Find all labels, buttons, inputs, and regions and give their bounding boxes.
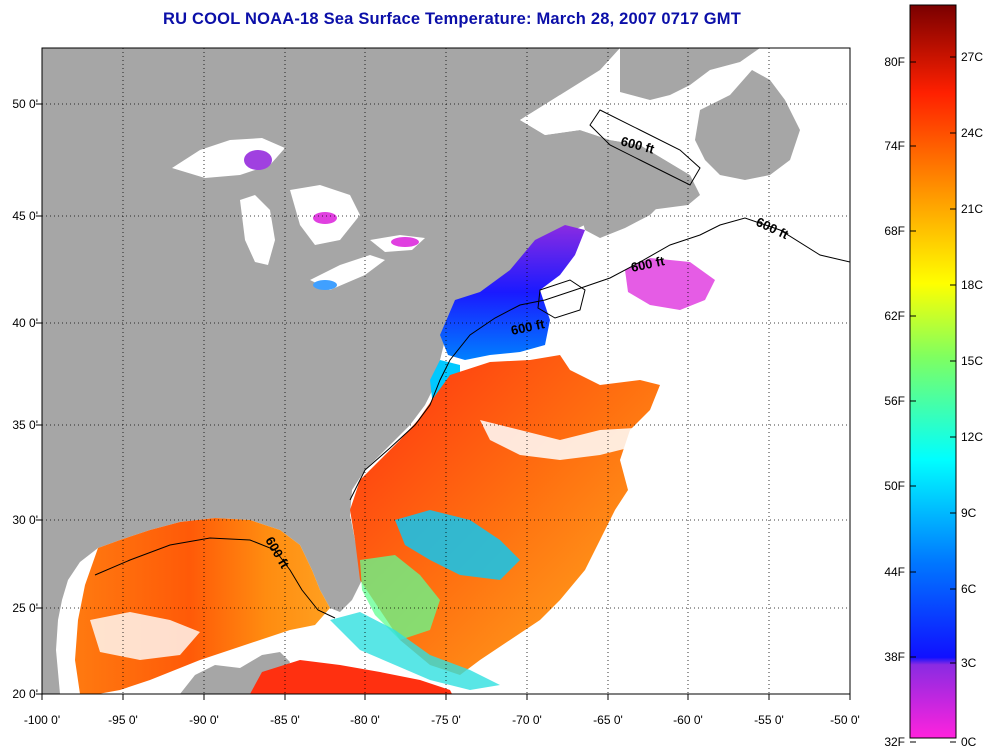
colorbar-ticks — [910, 56, 956, 743]
x-tick-label: -55 0' — [754, 713, 784, 727]
colorbar-f-label: 74F — [884, 139, 905, 153]
st-lawrence-gulf — [520, 95, 700, 175]
y-tick-label: 20 0' — [12, 687, 38, 701]
x-tick-label: -95 0' — [108, 713, 138, 727]
colorbar-c-label: 15C — [961, 354, 983, 368]
colorbar-c-label: 3C — [961, 656, 977, 670]
lake-michigan — [240, 195, 275, 265]
x-tick-label: -85 0' — [270, 713, 300, 727]
y-tick-label: 30 0' — [12, 513, 38, 527]
x-tick-label: -65 0' — [593, 713, 623, 727]
x-tick-label: -50 0' — [830, 713, 860, 727]
axis-ticks — [36, 103, 851, 700]
colorbar-c-label: 0C — [961, 735, 977, 749]
colorbar-c-label: 27C — [961, 50, 983, 64]
contour-600ft-stlawrence — [589, 109, 701, 186]
x-tick-label: -75 0' — [431, 713, 461, 727]
y-tick-label: 50 0' — [12, 97, 38, 111]
contour-600ft-gulf — [94, 537, 336, 619]
colorbar-c-label: 24C — [961, 126, 983, 140]
sst-scotian-shelf — [625, 258, 715, 310]
colorbar-f-label: 56F — [884, 394, 905, 408]
sst-erie-patch — [313, 280, 337, 290]
colorbar-c-label: 12C — [961, 430, 983, 444]
land-north-america — [42, 48, 700, 694]
x-tick-label: -90 0' — [189, 713, 219, 727]
sst-huron-patch — [313, 212, 337, 224]
contour-label-scotian: 600 ft — [630, 253, 667, 275]
x-tick-label: -60 0' — [673, 713, 703, 727]
contour-600ft-gulfofmaine — [537, 279, 586, 319]
land-labrador — [620, 48, 760, 100]
colorbar-f-label: 44F — [884, 565, 905, 579]
y-tick-label: 40 0' — [12, 316, 38, 330]
x-axis-labels: -100 0' -95 0' -90 0' -85 0' -80 0' -75 … — [24, 713, 860, 727]
colorbar-c-label: 21C — [961, 202, 983, 216]
y-axis-labels: 20 0' 25 0' 30 0' 35 0' 40 0' 45 0' 50 0… — [12, 97, 38, 701]
colorbar-f-label: 80F — [884, 55, 905, 69]
colorbar-f-label: 62F — [884, 309, 905, 323]
colorbar-f-label: 50F — [884, 479, 905, 493]
colorbar-c-label: 18C — [961, 278, 983, 292]
sst-superior-patch — [244, 150, 272, 170]
colorbar-gradient — [909, 4, 957, 739]
land-newfoundland — [695, 70, 800, 180]
sst-bahamas-green — [360, 555, 440, 640]
colorbar-f-label: 32F — [884, 735, 905, 749]
gridlines — [42, 48, 850, 694]
x-tick-label: -100 0' — [24, 713, 60, 727]
sst-ontario-patch — [391, 237, 419, 247]
x-tick-label: -70 0' — [512, 713, 542, 727]
sst-florida-straits — [330, 612, 500, 690]
map-title: RU COOL NOAA-18 Sea Surface Temperature:… — [163, 10, 741, 28]
contour-label-gulfofmaine: 600 ft — [510, 316, 547, 338]
y-tick-label: 25 0' — [12, 601, 38, 615]
contour-600ft-atlantic — [349, 217, 850, 501]
colorbar-c-label: 6C — [961, 582, 977, 596]
sst-gulf-cloud — [90, 612, 200, 660]
colorbar-f-label: 68F — [884, 224, 905, 238]
colorbar-f-label: 38F — [884, 650, 905, 664]
sst-atlantic-cloud — [480, 420, 640, 460]
sst-gulf-of-maine — [440, 225, 585, 360]
land-nova-scotia — [580, 195, 665, 238]
sst-caribbean — [250, 660, 452, 694]
sst-atlantic-cool-bands — [395, 510, 520, 580]
y-tick-label: 35 0' — [12, 418, 38, 432]
y-tick-label: 45 0' — [12, 209, 38, 223]
colorbar-c-label: 9C — [961, 506, 977, 520]
x-tick-label: -80 0' — [350, 713, 380, 727]
